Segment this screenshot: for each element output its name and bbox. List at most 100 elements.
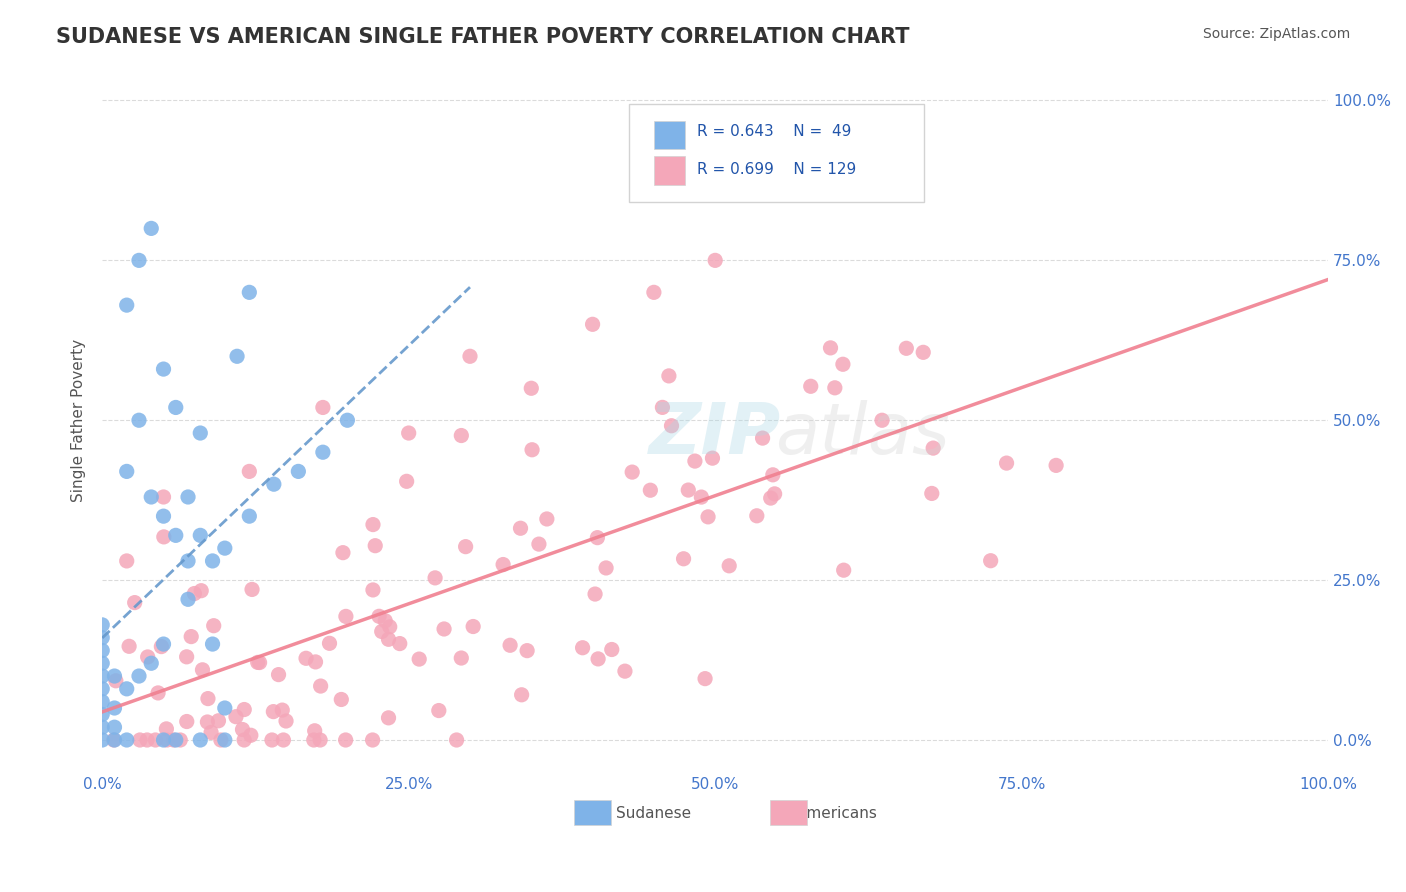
Point [152,362,174,376]
Point [141,490,163,504]
Point [377,711,399,725]
Point [91,631,114,645]
Point [214,701,236,715]
Point [336,413,359,427]
Point [163,733,186,747]
Point [124,596,146,610]
Point [145,733,167,747]
Point [718,558,741,573]
Point [800,379,823,393]
Point [249,656,271,670]
Point [661,418,683,433]
Point [103,669,125,683]
Y-axis label: Single Father Poverty: Single Father Poverty [72,339,86,502]
Point [176,714,198,729]
Point [361,733,384,747]
Point [246,656,269,670]
Point [309,679,332,693]
Point [832,563,855,577]
Point [231,723,253,737]
Point [91,618,114,632]
Point [762,467,785,482]
Text: Americans: Americans [797,806,879,822]
Point [640,483,662,498]
Point [374,614,396,628]
Point [302,733,325,747]
Point [104,673,127,688]
Point [115,681,138,696]
Text: Source: ZipAtlas.com: Source: ZipAtlas.com [1202,27,1350,41]
Point [91,657,114,671]
Point [91,669,114,683]
Point [202,618,225,632]
Point [651,401,673,415]
Point [118,640,141,654]
FancyBboxPatch shape [770,800,807,825]
Point [180,630,202,644]
Point [91,733,114,747]
Point [267,667,290,681]
Point [330,692,353,706]
Point [690,490,713,504]
Point [980,554,1002,568]
Point [295,651,318,665]
Point [197,691,219,706]
Point [188,528,211,542]
Point [177,554,200,568]
Point [621,465,644,479]
Point [912,345,935,359]
Point [207,714,229,728]
FancyBboxPatch shape [630,103,924,202]
Point [238,509,260,524]
Point [643,285,665,300]
Point [188,425,211,440]
Point [136,649,159,664]
Point [763,487,786,501]
Point [520,442,543,457]
Point [273,733,295,747]
Point [103,701,125,715]
FancyBboxPatch shape [574,800,612,825]
Point [824,381,846,395]
Point [129,733,152,747]
Point [510,688,533,702]
Point [520,381,543,395]
Text: atlas: atlas [775,400,949,469]
Point [209,733,232,747]
Point [260,733,283,747]
Point [759,491,782,505]
Point [141,221,163,235]
Point [832,357,855,371]
Point [156,733,179,747]
Point [536,512,558,526]
Point [304,655,326,669]
Point [454,540,477,554]
Point [201,637,224,651]
Point [658,368,681,383]
Point [583,587,606,601]
Point [492,558,515,572]
Point [527,537,550,551]
Point [169,733,191,747]
Point [91,695,114,709]
Point [433,622,456,636]
Point [141,657,163,671]
Point [600,642,623,657]
Point [586,531,609,545]
Point [398,425,420,440]
Point [312,401,335,415]
Point [516,643,538,657]
Point [226,349,249,363]
Point [115,298,138,312]
Point [309,733,332,747]
Point [751,431,773,445]
Point [274,714,297,728]
Point [896,341,918,355]
Point [1045,458,1067,473]
Point [613,664,636,678]
Point [176,649,198,664]
Point [152,490,174,504]
Point [233,733,256,747]
Point [995,456,1018,470]
Point [595,561,617,575]
